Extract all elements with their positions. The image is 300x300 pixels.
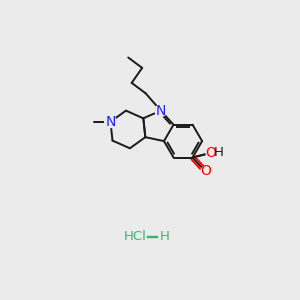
Text: O: O [205,146,216,160]
Circle shape [201,167,210,176]
Text: HCl: HCl [124,230,147,244]
Circle shape [206,148,215,158]
Text: O: O [200,164,211,178]
Text: H: H [159,230,169,244]
Text: N: N [156,103,166,118]
Circle shape [105,116,116,128]
Text: N: N [105,115,116,129]
Text: H: H [214,146,224,159]
Circle shape [155,105,167,116]
